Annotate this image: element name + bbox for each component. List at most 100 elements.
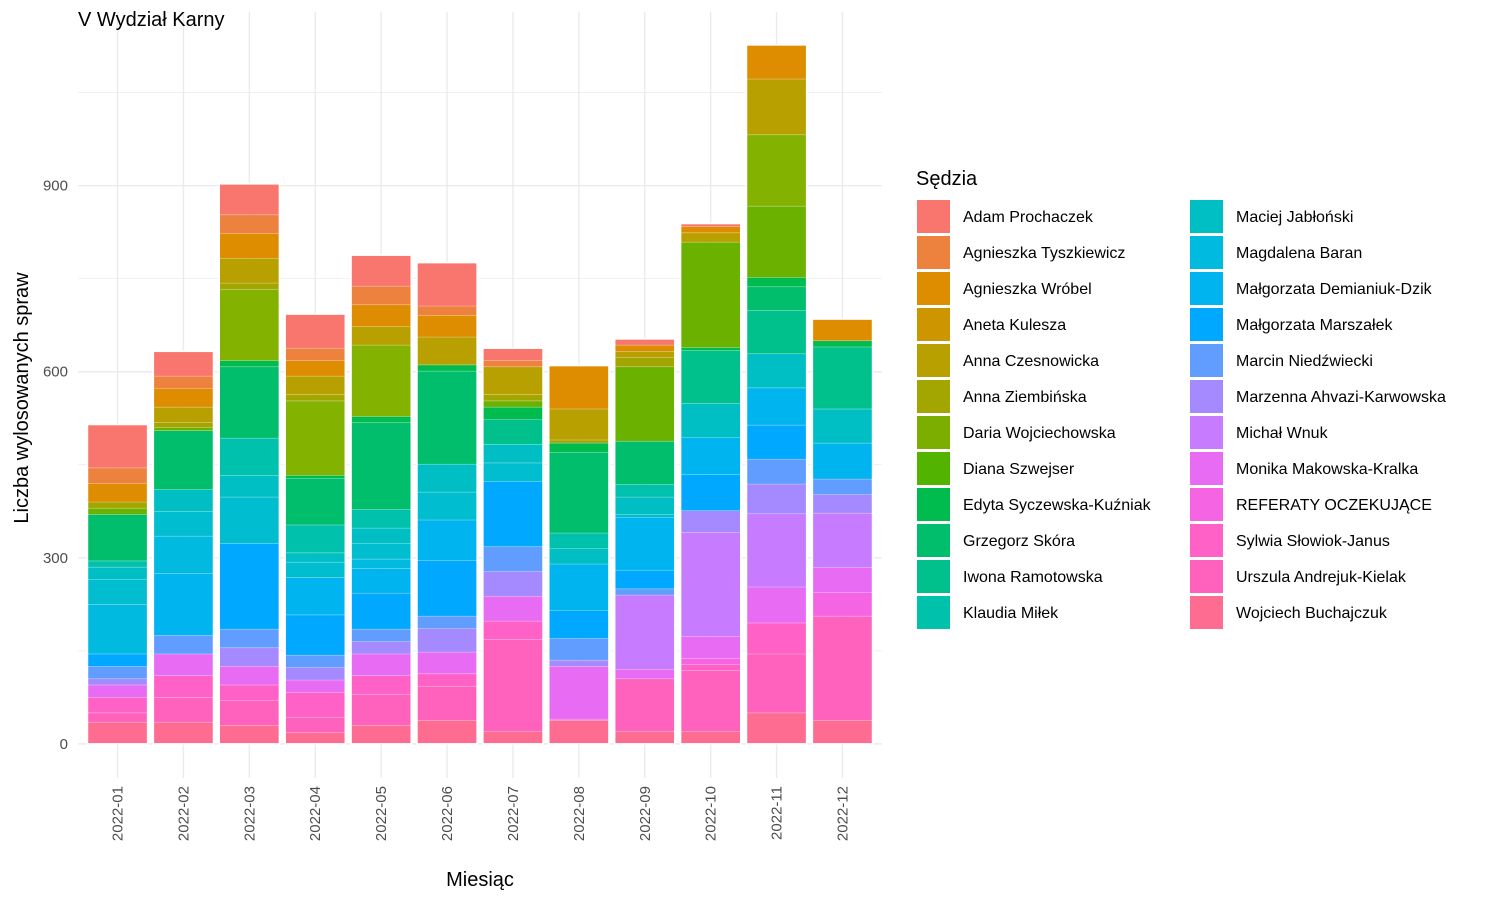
legend-label: Iwona Ramotowska — [963, 569, 1103, 586]
bar-segment — [153, 573, 214, 636]
bar-segment — [548, 548, 609, 565]
bar-segment — [417, 673, 478, 687]
bar-segment — [219, 366, 280, 439]
bar-segment — [285, 313, 346, 349]
bar-segment — [482, 360, 543, 368]
bar-outline — [745, 44, 808, 745]
bar-segment — [219, 628, 280, 649]
bar-segment — [548, 452, 609, 534]
legend-label: Marzenna Ahvazi-Karwowska — [1236, 389, 1446, 406]
bar-segment — [746, 353, 807, 389]
bar-segment — [87, 501, 148, 509]
bar-segment — [812, 340, 873, 348]
bar-segment — [746, 205, 807, 278]
bar-segment — [812, 567, 873, 593]
y-tick-label: 0 — [60, 736, 68, 753]
bar-segment — [482, 620, 543, 640]
bar-segment — [680, 474, 741, 511]
bar-segment — [548, 439, 609, 444]
bar-segment — [153, 427, 214, 431]
bar-outline — [481, 347, 544, 745]
legend-label: Edyta Syczewska-Kuźniak — [963, 497, 1152, 514]
x-axis-title: Miesiąc — [446, 869, 514, 891]
bar-segment — [285, 375, 346, 395]
bar-segment — [153, 422, 214, 428]
bar-segment — [680, 657, 741, 665]
bar-segment — [614, 366, 675, 442]
bar-segment — [417, 262, 478, 307]
bar-segment — [746, 78, 807, 136]
legend-label: Małgorzata Demianiuk-Dzik — [1236, 281, 1433, 298]
bar-segment — [351, 254, 412, 287]
legend-swatch — [917, 308, 950, 341]
legend-swatch — [1190, 488, 1223, 521]
legend-label: Anna Ziembińska — [963, 389, 1087, 406]
bar-segment — [680, 532, 741, 637]
bar-outline — [218, 183, 281, 745]
legend-label: Urszula Andrejuk-Kielak — [1236, 569, 1407, 586]
legend-label: Małgorzata Marszałek — [1236, 317, 1394, 334]
y-tick-label: 900 — [43, 178, 68, 195]
legend-swatch — [917, 416, 950, 449]
legend-label: REFERATY OCZEKUJĄCE — [1236, 497, 1432, 514]
bar-segment — [219, 666, 280, 686]
bar-segment — [351, 653, 412, 676]
bar-segment — [482, 444, 543, 464]
bar-segment — [812, 494, 873, 514]
bar-segment — [482, 347, 543, 361]
bar-segment — [548, 563, 609, 611]
bar-segment — [285, 679, 346, 693]
bar-segment — [285, 716, 346, 734]
bar-segment — [153, 721, 214, 745]
bar-outline — [811, 318, 874, 745]
legend-label: Klaudia Miłek — [963, 605, 1059, 622]
x-tick-label: 2022-01 — [110, 786, 127, 841]
bar-outline — [350, 254, 413, 745]
bar-segment — [153, 388, 214, 408]
x-axis-ticks: 2022-01 2022-02 2022-03 2022-04 2022-05 2022-… — [110, 786, 852, 841]
legend-swatch — [1190, 524, 1223, 557]
bar-segment — [746, 483, 807, 515]
bar-segment — [746, 277, 807, 288]
x-tick-label: 2022-03 — [241, 786, 258, 841]
bar-segment — [548, 532, 609, 549]
legend-swatch — [1190, 416, 1223, 449]
bar-segment — [417, 336, 478, 366]
bar-segment — [417, 370, 478, 465]
bar-segment — [614, 669, 675, 680]
bars — [86, 44, 874, 745]
bar-segment — [482, 731, 543, 745]
legend-label: Aneta Kulesza — [963, 317, 1066, 334]
bar-outline — [284, 313, 347, 745]
bar-segment — [285, 667, 346, 681]
bar-segment — [548, 365, 609, 410]
bar-segment — [482, 419, 543, 445]
bar-segment — [812, 318, 873, 342]
bar-segment — [285, 552, 346, 563]
bar-segment — [482, 394, 543, 402]
bar-segment — [482, 366, 543, 395]
bar-segment — [482, 595, 543, 622]
bar-segment — [417, 519, 478, 561]
bar-segment — [746, 458, 807, 485]
bar-segment — [153, 535, 214, 574]
legend-swatch — [1190, 236, 1223, 269]
bar-segment — [153, 350, 214, 377]
bar-segment — [614, 594, 675, 670]
bar-segment — [746, 387, 807, 426]
bar-segment — [351, 641, 412, 655]
legend-swatch — [917, 380, 950, 413]
legend-label: Grzegorz Skóra — [963, 533, 1075, 550]
bar-segment — [87, 579, 148, 605]
bar-segment — [417, 314, 478, 338]
bar-segment — [153, 675, 214, 698]
bar-segment — [351, 724, 412, 745]
bar-segment — [746, 513, 807, 588]
bar-segment — [680, 664, 741, 671]
bar-segment — [482, 481, 543, 547]
bar-segment — [680, 347, 741, 351]
bar-segment — [87, 483, 148, 503]
bar-segment — [87, 507, 148, 515]
bar-segment — [219, 257, 280, 284]
